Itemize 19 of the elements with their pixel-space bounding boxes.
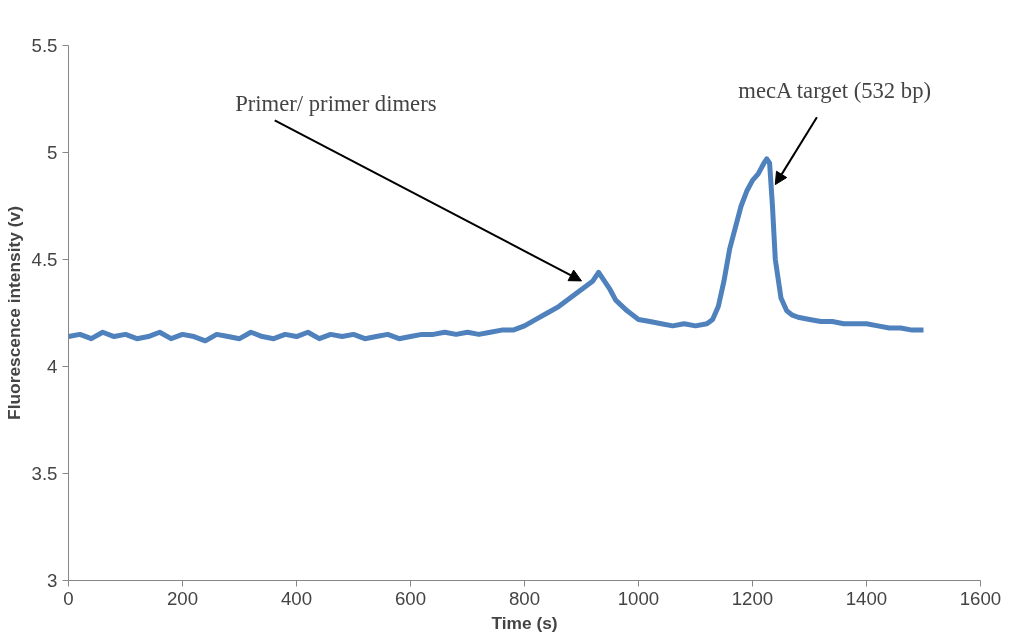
y-axis-title: Fluorescence intensity (v) xyxy=(3,206,24,420)
annotation: Primer/ primer dimers xyxy=(235,90,437,116)
x-tick-label: 400 xyxy=(280,587,313,609)
x-axis-title: Time (s) xyxy=(491,612,558,633)
x-tick-label: 600 xyxy=(394,587,427,609)
x-tick-label: 1200 xyxy=(731,587,774,609)
y-tick-label: 4.5 xyxy=(31,249,58,270)
x-tick-label: 1600 xyxy=(959,587,1002,609)
x-tick-label: 200 xyxy=(166,587,199,609)
y-tick-label: 3.5 xyxy=(31,463,58,484)
y-tick-label: 5 xyxy=(47,142,58,163)
x-tick-label: 1400 xyxy=(845,587,888,609)
x-tick-label: 800 xyxy=(508,587,541,609)
x-tick-label: 1000 xyxy=(617,587,660,609)
y-tick-label: 5.5 xyxy=(31,35,58,56)
y-tick-label: 4 xyxy=(47,356,58,377)
y-tick-label: 3 xyxy=(47,570,58,591)
annotation: mecA target (532 bp) xyxy=(738,77,932,103)
x-tick-label: 0 xyxy=(63,587,74,609)
